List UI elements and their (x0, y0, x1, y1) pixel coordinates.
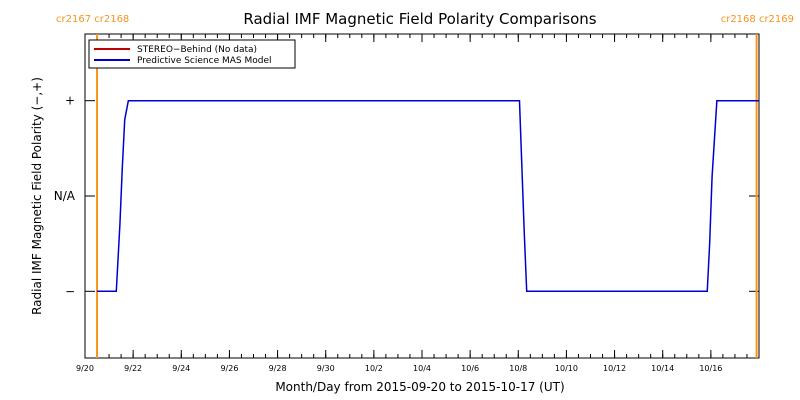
x-tick-label: 10/12 (603, 364, 626, 373)
x-tick-label: 9/28 (269, 364, 287, 373)
series-lines (97, 99, 759, 293)
chart-title: Radial IMF Magnetic Field Polarity Compa… (243, 10, 596, 28)
y-axis-label: Radial IMF Magnetic Field Polarity (−,+) (30, 77, 44, 315)
legend-label-mas: Predictive Science MAS Model (137, 56, 272, 66)
x-tick-label: 10/10 (555, 364, 578, 373)
x-tick-label: 9/24 (172, 364, 190, 373)
carrington-marker-label: cr2167 cr2168 (56, 14, 129, 25)
legend-box (88, 39, 296, 69)
y-tick-label: − (65, 284, 75, 298)
y-axis-ticks: + N/A − (54, 94, 759, 298)
x-tick-label: 10/14 (651, 364, 674, 373)
carrington-markers: cr2167 cr2168 cr2168 cr2169 (56, 14, 794, 358)
y-tick-label: + (65, 94, 75, 108)
series-line (97, 99, 759, 293)
x-axis-ticks: 9/20 9/22 9/24 9/26 9/28 9/30 10/2 10/4 10/6 10/8… (76, 34, 760, 373)
x-tick-label: 9/22 (124, 364, 142, 373)
x-tick-label: 10/6 (461, 364, 479, 373)
legend-label-stereo: STEREO−Behind (No data) (137, 45, 257, 55)
x-tick-label: 10/8 (509, 364, 527, 373)
carrington-marker-label: cr2168 cr2169 (721, 14, 794, 25)
x-tick-label: 9/20 (76, 364, 94, 373)
plot-frame (84, 33, 760, 359)
x-tick-label: 10/4 (413, 364, 431, 373)
x-tick-label: 10/16 (699, 364, 722, 373)
legend: STEREO−Behind (No data) Predictive Scien… (88, 39, 296, 69)
x-tick-label: 9/30 (317, 364, 335, 373)
x-tick-label: 9/26 (220, 364, 238, 373)
x-axis-label: Month/Day from 2015-09-20 to 2015-10-17 … (275, 380, 564, 394)
y-tick-label: N/A (54, 189, 76, 203)
x-tick-label: 10/2 (365, 364, 383, 373)
